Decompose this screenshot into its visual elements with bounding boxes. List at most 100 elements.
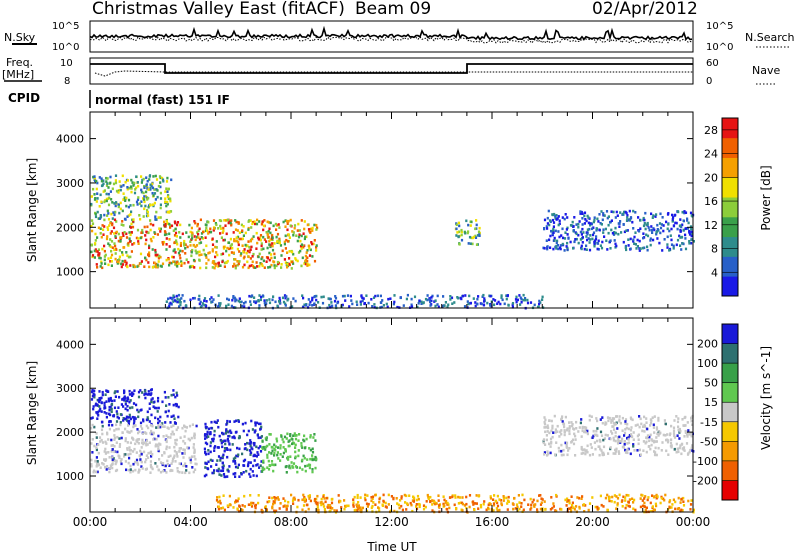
heatmap-cell xyxy=(542,441,545,445)
heatmap-cell xyxy=(168,211,171,214)
heatmap-cell xyxy=(602,505,605,508)
heatmap-cell xyxy=(122,192,125,195)
heatmap-cell xyxy=(218,219,221,222)
heatmap-cell xyxy=(621,499,624,502)
heatmap-cell xyxy=(642,216,645,220)
heatmap-cell xyxy=(627,501,630,504)
x-tick-label: 20:00 xyxy=(575,515,610,529)
heatmap-cell xyxy=(147,390,150,393)
heatmap-cell xyxy=(294,446,297,449)
heatmap-cell xyxy=(607,223,610,227)
heatmap-cell xyxy=(680,248,683,251)
heatmap-cell xyxy=(225,232,228,236)
heatmap-cell xyxy=(111,223,114,227)
heatmap-cell xyxy=(437,499,440,502)
heatmap-cell xyxy=(274,498,277,502)
heatmap-cell xyxy=(666,433,669,436)
heatmap-cell xyxy=(230,219,233,222)
heatmap-cell xyxy=(604,433,607,437)
heatmap-cell xyxy=(177,405,180,409)
heatmap-cell xyxy=(99,407,102,411)
heatmap-cell xyxy=(325,496,328,500)
heatmap-cell xyxy=(611,419,614,422)
heatmap-cell xyxy=(182,448,185,451)
heatmap-cell xyxy=(270,256,273,260)
heatmap-cell xyxy=(286,240,290,243)
nave-tick-low: 0 xyxy=(706,76,712,87)
heatmap-cell xyxy=(603,437,606,440)
heatmap-cell xyxy=(195,424,198,428)
heatmap-cell xyxy=(311,450,315,454)
heatmap-cell xyxy=(106,209,109,213)
heatmap-cell xyxy=(94,215,98,219)
heatmap-cell xyxy=(187,437,190,441)
heatmap-cell xyxy=(243,302,246,305)
freq-tick-low: 8 xyxy=(64,76,70,87)
heatmap-cell xyxy=(118,443,122,446)
heatmap-cell xyxy=(647,496,650,499)
heatmap-cell xyxy=(374,493,377,497)
heatmap-cell xyxy=(589,222,592,225)
heatmap-cell xyxy=(133,447,136,451)
heatmap-cell xyxy=(634,231,637,234)
heatmap-cell xyxy=(592,231,596,234)
velocity-colorbar-label: Velocity [m s^-1] xyxy=(759,346,773,450)
heatmap-cell xyxy=(221,506,225,510)
heatmap-cell xyxy=(557,244,560,247)
heatmap-cell xyxy=(625,248,628,252)
heatmap-cell xyxy=(660,497,663,500)
heatmap-cell xyxy=(430,499,434,503)
heatmap-cell xyxy=(580,418,583,421)
heatmap-cell xyxy=(636,238,639,242)
heatmap-cell xyxy=(157,447,160,451)
heatmap-cell xyxy=(636,245,639,248)
heatmap-cell xyxy=(235,220,238,224)
heatmap-cell xyxy=(111,458,114,461)
heatmap-cell xyxy=(233,239,236,243)
heatmap-cell xyxy=(679,429,682,433)
heatmap-cell xyxy=(204,437,207,440)
heatmap-cell xyxy=(281,296,285,300)
heatmap-cell xyxy=(281,438,284,441)
heatmap-cell xyxy=(311,296,314,300)
heatmap-cell xyxy=(555,214,558,217)
heatmap-cell xyxy=(124,453,127,456)
colorbar-segment xyxy=(722,421,738,442)
heatmap-cell xyxy=(297,449,300,452)
heatmap-cell xyxy=(149,228,152,232)
heatmap-cell xyxy=(278,226,281,229)
heatmap-cell xyxy=(205,426,208,429)
heatmap-cell xyxy=(185,258,188,261)
heatmap-cell xyxy=(161,176,164,180)
heatmap-cell xyxy=(366,505,369,508)
heatmap-cell xyxy=(150,432,153,436)
heatmap-cell xyxy=(552,431,555,434)
heatmap-cell xyxy=(145,454,148,457)
heatmap-cell xyxy=(90,202,93,206)
heatmap-cell xyxy=(503,302,506,306)
heatmap-cell xyxy=(242,234,245,237)
heatmap-cell xyxy=(161,400,164,404)
heatmap-cell xyxy=(220,219,223,223)
heatmap-cell xyxy=(93,444,96,448)
heatmap-cell xyxy=(301,294,304,297)
heatmap-cell xyxy=(674,507,677,511)
heatmap-cell xyxy=(123,390,126,393)
heatmap-cell xyxy=(198,237,202,241)
heatmap-cell xyxy=(343,499,346,502)
heatmap-cell xyxy=(138,469,141,472)
heatmap-cell xyxy=(257,299,260,302)
heatmap-cell xyxy=(312,242,315,246)
heatmap-cell xyxy=(262,259,265,263)
heatmap-cell xyxy=(113,218,117,222)
heatmap-cell xyxy=(417,302,420,305)
heatmap-cell xyxy=(446,305,449,309)
heatmap-cell xyxy=(572,428,576,431)
heatmap-cell xyxy=(155,443,159,447)
heatmap-cell xyxy=(265,438,268,442)
heatmap-cell xyxy=(472,297,475,300)
colorbar-segment xyxy=(722,382,738,403)
heatmap-cell xyxy=(624,210,627,214)
heatmap-cell xyxy=(586,228,589,231)
heatmap-cell xyxy=(690,434,693,438)
